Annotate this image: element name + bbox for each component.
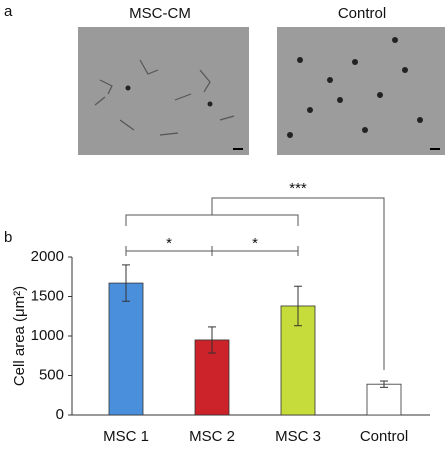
y-tick-label: 1000 <box>31 327 64 344</box>
error-bar <box>294 285 302 327</box>
y-tick-label: 1500 <box>31 287 64 304</box>
y-tick-label: 2000 <box>31 248 64 265</box>
y-tick-label: 0 <box>56 406 64 423</box>
error-bar <box>122 264 130 302</box>
significance-label: *** <box>289 180 307 197</box>
bar <box>366 383 402 416</box>
significance-label: * <box>252 235 258 252</box>
x-tick-label: MSC 3 <box>275 428 321 445</box>
error-bar <box>208 326 216 354</box>
micrograph <box>277 27 445 155</box>
panel-label: a <box>4 3 13 20</box>
image-title: MSC-CM <box>129 5 191 22</box>
bar <box>108 282 144 416</box>
significance-label: * <box>166 235 172 252</box>
x-tick-label: MSC 2 <box>189 428 235 445</box>
error-bar <box>380 380 388 388</box>
x-tick-label: Control <box>360 428 408 445</box>
bracket <box>125 197 385 370</box>
micrograph <box>78 27 249 155</box>
image-title: Control <box>338 5 386 22</box>
panel-label: b <box>4 229 12 246</box>
bracket <box>125 246 299 256</box>
x-tick-label: MSC 1 <box>103 428 149 445</box>
y-tick-label: 500 <box>39 366 64 383</box>
y-axis-label: Cell area (μm²) <box>11 286 28 386</box>
